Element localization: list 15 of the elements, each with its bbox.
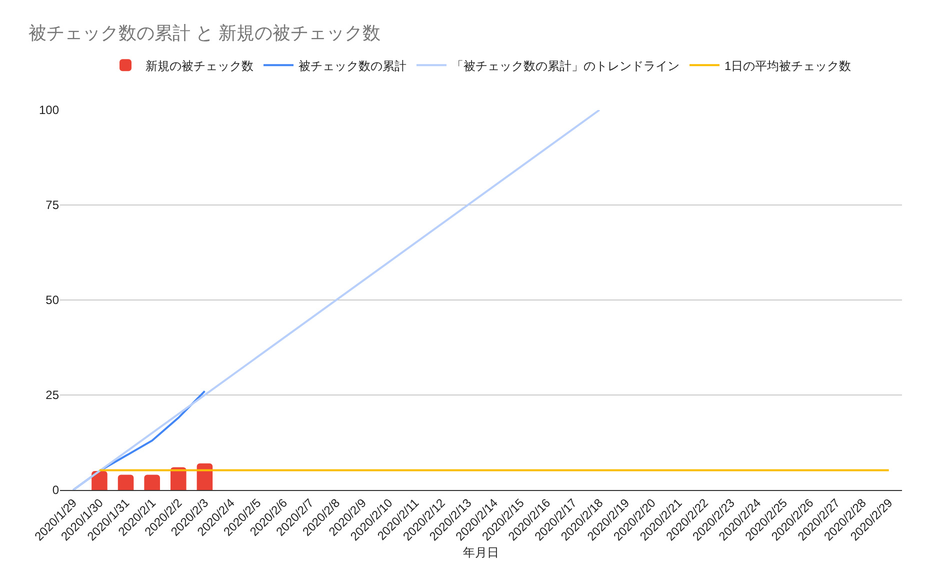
x-axis-title: 年月日 — [463, 546, 499, 560]
bar — [144, 474, 160, 490]
y-tick-label: 25 — [46, 388, 60, 402]
bar — [118, 474, 134, 490]
y-tick-label: 100 — [38, 103, 60, 118]
chart-title: 被チェック数の累計 と 新規の被チェック数 — [28, 22, 380, 43]
legend-label: 被チェック数の累計 — [298, 58, 406, 73]
y-tick-label: 75 — [46, 198, 60, 212]
y-tick-label: 50 — [46, 293, 60, 308]
bar — [196, 463, 213, 490]
legend-label: 新規の被チェック数 — [146, 58, 254, 73]
bar — [92, 471, 108, 490]
legend-label: 「被チェック数の累計」のトレンドライン — [452, 58, 680, 73]
y-tick-label: 0 — [52, 483, 60, 498]
legend-label: 1日の平均被チェック数 — [724, 58, 852, 73]
